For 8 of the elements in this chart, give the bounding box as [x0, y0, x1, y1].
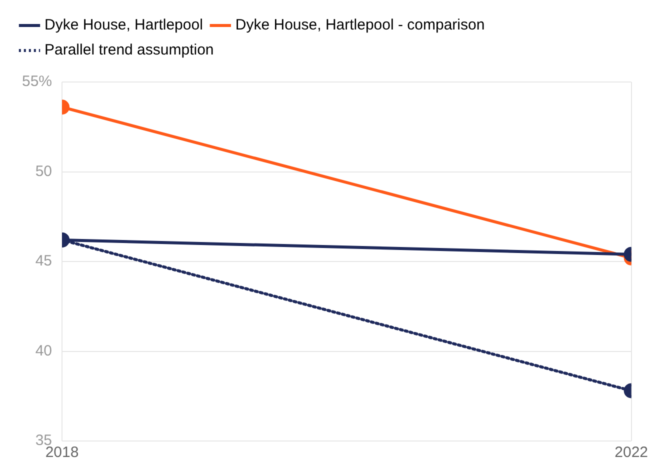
y-tick-label: 45	[35, 252, 52, 270]
legend-label: Parallel trend assumption	[44, 42, 214, 59]
y-tick-label: 40	[35, 342, 52, 360]
y-tick-label: 50	[35, 162, 52, 180]
x-tick-label: 2022	[614, 444, 648, 462]
legend-label: Dyke House, Hartlepool	[44, 16, 203, 34]
legend-label: Dyke House, Hartlepool - comparison	[235, 16, 485, 34]
y-tick-label: 55%	[22, 73, 52, 90]
